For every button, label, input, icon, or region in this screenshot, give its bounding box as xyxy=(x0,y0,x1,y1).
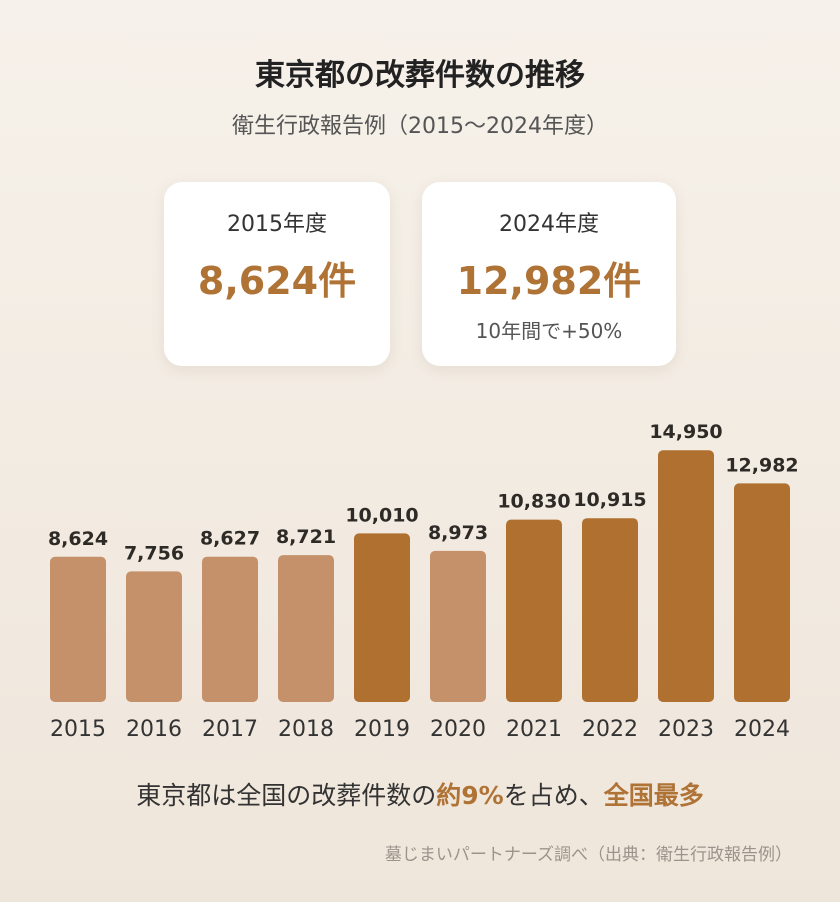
value-label-2024: 12,982 xyxy=(725,454,798,476)
summary-accent-share: 約9% xyxy=(436,781,504,810)
chart-subtitle: 衛生行政報告例（2015〜2024年度） xyxy=(232,114,608,139)
bar-chart: 8,624 2015 7,756 2016 8,627 2017 8,721 2018 10,0… xyxy=(48,421,799,742)
value-label-2018: 8,721 xyxy=(276,526,336,548)
x-tick-2024: 2024 xyxy=(734,717,790,742)
x-tick-2020: 2020 xyxy=(430,717,486,742)
bar-2024 xyxy=(734,483,790,702)
bar-2019 xyxy=(354,533,410,702)
source-note: 墓じまいパートナーズ調べ（出典：衛生行政報告例） xyxy=(384,845,792,865)
summary-text-1: 東京都は全国の改葬件数の xyxy=(136,781,437,810)
value-label-2020: 8,973 xyxy=(428,522,488,544)
bar-2022 xyxy=(582,518,638,702)
bar-2017 xyxy=(202,556,258,702)
stat-card-growth-note: 10年間で+50% xyxy=(475,319,623,343)
x-tick-2017: 2017 xyxy=(202,717,258,742)
x-tick-2016: 2016 xyxy=(126,717,182,742)
x-tick-2022: 2022 xyxy=(582,717,638,742)
stat-card-2015: 2015年度 8,624件 xyxy=(164,182,390,366)
summary-statement: 東京都は全国の改葬件数の約9%を占め、全国最多 xyxy=(0,776,840,812)
stat-card-year: 2015年度 xyxy=(227,212,327,237)
value-label-2015: 8,624 xyxy=(48,528,108,550)
value-label-2023: 14,950 xyxy=(649,421,722,443)
bar-2020 xyxy=(430,550,486,702)
value-label-2017: 8,627 xyxy=(200,528,260,550)
stat-card-year: 2024年度 xyxy=(499,212,599,237)
x-tick-2015: 2015 xyxy=(50,717,106,742)
x-tick-2023: 2023 xyxy=(658,717,714,742)
value-label-2016: 7,756 xyxy=(124,542,184,564)
bar-2016 xyxy=(126,571,182,702)
summary-text-2: を占め、 xyxy=(503,781,604,810)
bar-2023 xyxy=(658,450,714,702)
bar-2021 xyxy=(506,519,562,702)
value-label-2022: 10,915 xyxy=(573,489,646,511)
stat-card-value: 8,624件 xyxy=(197,259,357,303)
x-tick-2019: 2019 xyxy=(354,717,410,742)
bar-2018 xyxy=(278,555,334,702)
x-tick-2021: 2021 xyxy=(506,717,562,742)
value-label-2019: 10,010 xyxy=(345,504,418,526)
value-label-2021: 10,830 xyxy=(497,491,570,513)
bar-2015 xyxy=(50,556,106,702)
chart-title: 東京都の改葬件数の推移 xyxy=(255,58,585,93)
x-tick-2018: 2018 xyxy=(278,717,334,742)
stat-card-value: 12,982件 xyxy=(456,259,642,303)
summary-accent-rank: 全国最多 xyxy=(603,781,704,810)
stat-card-2024: 2024年度 12,982件 10年間で+50% xyxy=(422,182,676,366)
